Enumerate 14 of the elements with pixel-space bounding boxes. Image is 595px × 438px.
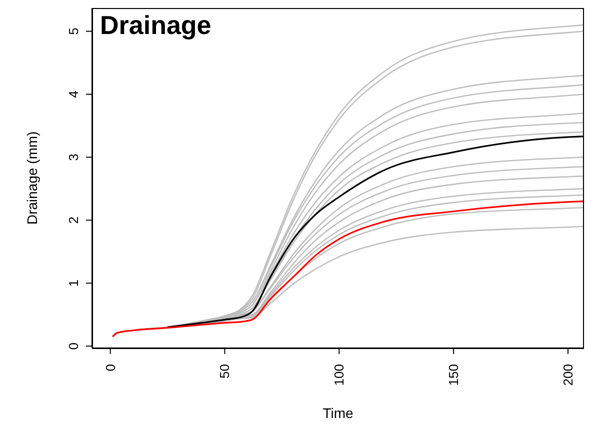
- y-axis-title: Drainage (mm): [24, 131, 40, 225]
- x-tick-label: 150: [446, 364, 462, 386]
- y-tick-label: 0: [66, 342, 81, 350]
- x-axis-title: Time: [322, 405, 354, 421]
- y-tick-label: 2: [66, 216, 81, 224]
- x-tick-label: 50: [217, 364, 232, 378]
- y-tick-label: 5: [66, 28, 81, 35]
- x-tick-label: 100: [332, 364, 347, 386]
- y-tick-label: 3: [66, 154, 81, 161]
- y-tick-label: 1: [66, 280, 81, 287]
- y-tick-label: 4: [66, 90, 81, 98]
- chart-title: Drainage: [100, 10, 212, 41]
- x-tick-label: 200: [560, 364, 576, 386]
- x-tick-label: 0: [102, 364, 118, 372]
